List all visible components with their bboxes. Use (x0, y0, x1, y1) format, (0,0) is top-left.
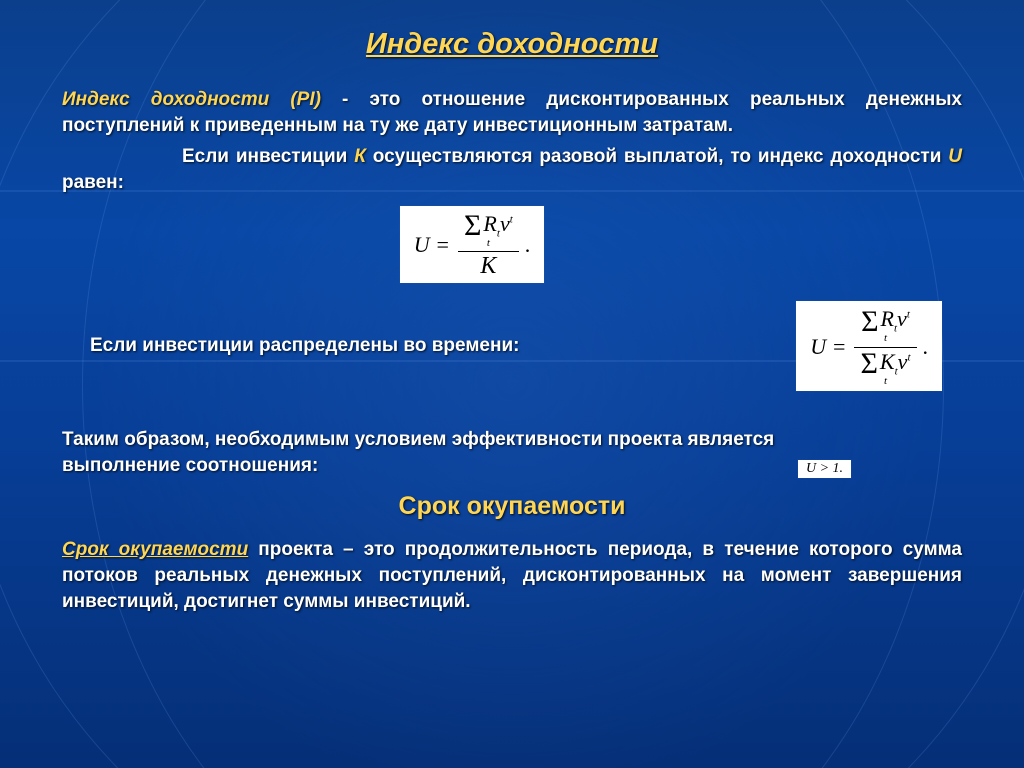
formula-row-2: Если инвестиции распределены во времени:… (62, 301, 962, 391)
formula1-numerator-index: t (487, 238, 490, 250)
formula2-denominator: Σ Ktνt t (854, 350, 916, 387)
formula2-numerator-index: t (884, 333, 887, 345)
formula-u-equals-sum-over-k: U = Σ Rtνt t K . (400, 206, 545, 284)
paragraph-condition: Таким образом, необходимым условием эффе… (62, 427, 792, 478)
slide: Индекс доходности Индекс доходности (PI)… (0, 0, 1024, 768)
spacer (62, 409, 962, 419)
formula1-period: . (525, 232, 531, 258)
sigma-icon: Σ (464, 212, 481, 239)
term-payback: Срок окупаемости (62, 539, 248, 560)
paragraph-distributed: Если инвестиции распределены во времени: (90, 335, 519, 357)
variable-u: U (948, 146, 962, 167)
condition-row: Таким образом, необходимым условием эффе… (62, 427, 962, 478)
paragraph-pi-definition: Индекс доходности (PI) - это отношение д… (62, 87, 962, 138)
formula-row-1: U = Σ Rtνt t K . (62, 206, 962, 284)
formula1-denominator: K (474, 254, 502, 279)
paragraph-single-payment-post: осуществляются разовой выплатой, то инде… (366, 146, 948, 167)
formula1-numerator: Σ Rtνt t (458, 212, 519, 249)
slide-subtitle: Срок окупаемости (62, 492, 962, 521)
variable-k: К (354, 146, 366, 167)
fraction-bar (458, 251, 519, 252)
formula-u-equals-sum-over-sum: U = Σ Rtνt t Σ Kt (796, 301, 942, 391)
formula1-lhs: U = (414, 232, 450, 258)
sigma-icon: Σ (861, 308, 878, 335)
sigma-icon: Σ (860, 350, 877, 377)
formula2-denominator-index: t (884, 376, 887, 388)
condition-expression: U > 1. (806, 461, 843, 477)
paragraph-single-payment-tail: равен: (62, 172, 124, 193)
paragraph-single-payment-pre: Если инвестиции (182, 146, 354, 167)
formula1-fraction: Σ Rtνt t K (458, 212, 519, 280)
formula-condition: U > 1. (798, 460, 851, 478)
formula2-fraction: Σ Rtνt t Σ Ktνt t (854, 307, 916, 387)
paragraph-single-payment: Если инвестиции К осуществляются разовой… (62, 144, 962, 195)
term-pi: Индекс доходности (PI) (62, 89, 321, 110)
formula2-numerator: Σ Rtνt t (855, 307, 916, 344)
paragraph-payback-definition: Срок окупаемости проекта – это продолжит… (62, 537, 962, 614)
formula2-period: . (923, 334, 929, 360)
formula2-lhs: U = (810, 334, 846, 360)
slide-title: Индекс доходности (62, 28, 962, 61)
